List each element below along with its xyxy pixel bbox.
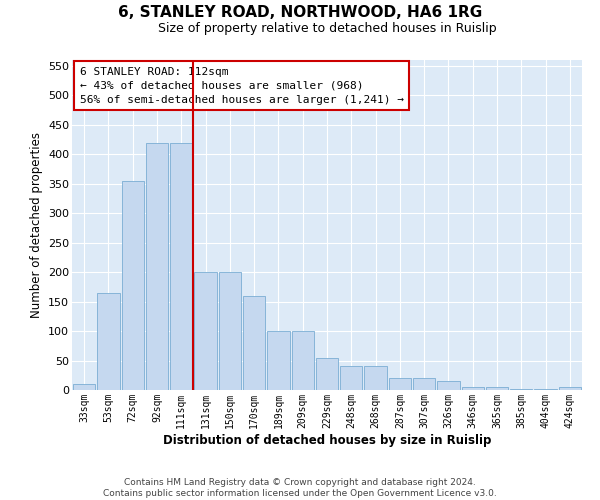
Bar (218, 272, 241, 390)
Bar (413, 378, 436, 390)
Bar (170, 142, 193, 390)
Bar (389, 378, 411, 390)
Bar (122, 181, 144, 390)
Bar (97, 293, 119, 390)
Bar (292, 331, 314, 390)
Text: 6 STANLEY ROAD: 112sqm
← 43% of detached houses are smaller (968)
56% of semi-de: 6 STANLEY ROAD: 112sqm ← 43% of detached… (80, 66, 404, 104)
Bar (243, 296, 265, 390)
X-axis label: Distribution of detached houses by size in Ruislip: Distribution of detached houses by size … (163, 434, 491, 446)
Bar (535, 389, 557, 390)
Bar (364, 366, 387, 390)
Text: Contains HM Land Registry data © Crown copyright and database right 2024.
Contai: Contains HM Land Registry data © Crown c… (103, 478, 497, 498)
Bar (146, 142, 168, 390)
Bar (194, 272, 217, 390)
Bar (461, 387, 484, 390)
Bar (73, 384, 95, 390)
Bar (486, 387, 508, 390)
Title: Size of property relative to detached houses in Ruislip: Size of property relative to detached ho… (158, 22, 496, 35)
Text: 6, STANLEY ROAD, NORTHWOOD, HA6 1RG: 6, STANLEY ROAD, NORTHWOOD, HA6 1RG (118, 5, 482, 20)
Bar (316, 358, 338, 390)
Bar (559, 387, 581, 390)
Bar (267, 331, 290, 390)
Bar (437, 381, 460, 390)
Bar (510, 389, 532, 390)
Bar (340, 366, 362, 390)
Y-axis label: Number of detached properties: Number of detached properties (29, 132, 43, 318)
